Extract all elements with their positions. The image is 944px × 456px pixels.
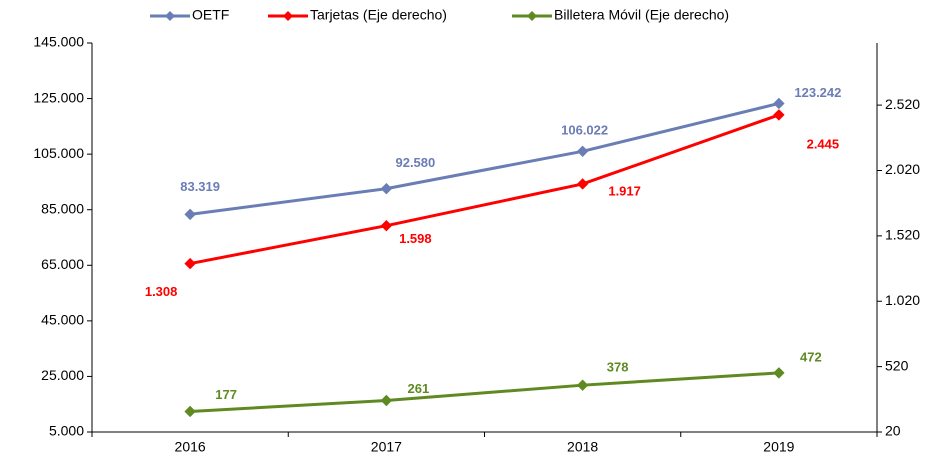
point-marker [380,219,393,232]
y2-tick-label: 520 [885,357,909,373]
y-tick-label: 105.000 [33,145,84,161]
y2-tick-label: 1.020 [885,292,920,308]
data-label: 1.598 [399,231,432,246]
x-tick-label: 2016 [175,439,206,455]
y2-tick-label: 1.520 [885,227,920,243]
point-marker [576,145,589,158]
x-tick-label: 2019 [763,439,794,455]
legend-label: OETF [192,7,229,23]
data-label: 106.022 [561,123,608,138]
y-tick-label: 25.000 [41,367,84,383]
data-label: 177 [215,387,237,402]
y-tick-label: 145.000 [33,34,84,50]
series-line [189,101,780,216]
legend-marker [165,11,175,21]
point-marker [380,394,393,407]
x-tick-label: 2017 [371,439,402,455]
y2-tick-label: 2.520 [885,96,920,112]
data-label: 261 [408,381,430,396]
y2-tick-label: 20 [885,423,901,439]
legend-label: Billetera Móvil (Eje derecho) [554,7,729,23]
legend-label: Tarjetas (Eje derecho) [310,7,447,23]
y2-tick-label: 2.020 [885,161,920,177]
point-marker [773,109,785,121]
y-tick-label: 5.000 [49,423,84,439]
series-line [190,371,779,413]
x-tick-label: 2018 [567,439,598,455]
point-marker [773,367,785,379]
data-label: 1.308 [145,284,178,299]
point-marker [576,379,589,391]
legend-marker [527,11,537,21]
legend-marker [283,11,293,21]
data-label: 378 [607,360,629,375]
data-label: 2.445 [807,136,840,151]
y-tick-label: 125.000 [33,89,84,105]
data-label: 92.580 [395,155,435,170]
y-tick-label: 85.000 [41,200,84,216]
point-marker [576,178,589,190]
series-line [189,113,780,266]
data-label: 1.917 [608,183,641,198]
point-marker [380,182,393,195]
point-marker [184,208,196,221]
point-marker [184,257,196,270]
point-marker [184,405,196,418]
data-label: 472 [800,349,822,364]
point-marker [773,97,785,110]
data-label: 83.319 [180,179,220,194]
y-tick-label: 45.000 [41,312,84,328]
y-tick-label: 65.000 [41,256,84,272]
data-label: 123.242 [794,85,841,100]
